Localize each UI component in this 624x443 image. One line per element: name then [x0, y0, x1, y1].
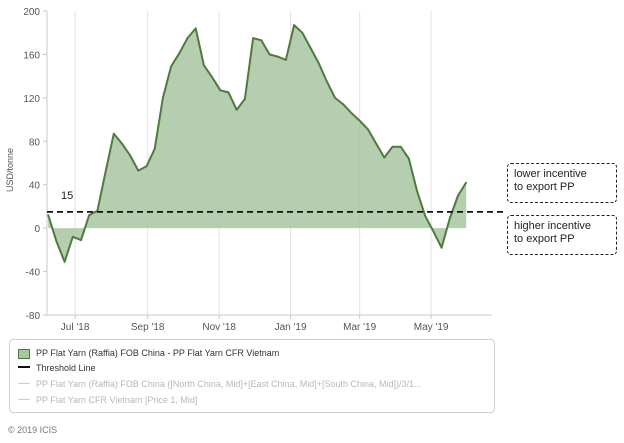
y-tick-label: 40: [29, 181, 41, 192]
legend-label: Threshold Line: [36, 363, 96, 373]
copyright: © 2019 ICIS: [8, 425, 58, 435]
chart-axes: [46, 11, 492, 316]
y-tick-label: -40: [26, 268, 41, 279]
callout-line: to export PP: [514, 181, 575, 193]
data-point: [113, 132, 115, 135]
data-point: [317, 62, 320, 64]
area-layer: [47, 24, 468, 263]
x-ticks: Jul '18 Sep '18 Nov '18 Jan '19 Mar '19 May '…: [61, 315, 449, 333]
y-tick-label: -80: [26, 311, 41, 322]
data-point: [449, 217, 451, 220]
x-tick-label: Sep '18: [131, 322, 165, 333]
x-tick-label: May '19: [414, 322, 449, 333]
callout-line: lower incentive: [514, 168, 587, 180]
data-point: [153, 148, 156, 150]
data-point: [170, 65, 172, 68]
legend-item-fob-china[interactable]: PP Flat Yarn (Raffia) FOB China ([North …: [18, 377, 488, 391]
data-point: [55, 240, 58, 242]
legend-label: PP Flat Yarn CFR Vietnam [Price 1, Mid]: [36, 395, 198, 405]
dashed-line-icon: [18, 366, 30, 369]
x-tick-label: Mar '19: [343, 322, 376, 333]
data-point: [457, 194, 459, 197]
data-point: [408, 157, 410, 160]
y-ticks: 200 160 120 80 40 0 -40 -80: [23, 7, 47, 322]
data-point: [301, 31, 304, 34]
data-point: [375, 142, 377, 145]
x-tick-label: Nov '18: [202, 322, 236, 333]
data-point: [350, 112, 353, 114]
legend: PP Flat Yarn (Raffia) FOB China - PP Fla…: [9, 339, 495, 413]
data-point: [432, 230, 435, 233]
callout-line: to export PP: [514, 233, 575, 245]
data-point: [276, 55, 279, 58]
data-point: [268, 53, 271, 56]
data-point: [235, 109, 238, 111]
data-point: [326, 80, 328, 83]
legend-item-spread[interactable]: PP Flat Yarn (Raffia) FOB China - PP Fla…: [18, 346, 488, 360]
y-tick-label: 80: [29, 137, 41, 148]
lower-incentive-callout: lower incentive to export PP: [507, 163, 617, 203]
legend-label: PP Flat Yarn (Raffia) FOB China ([North …: [36, 379, 422, 389]
data-point: [342, 103, 345, 106]
data-point: [203, 64, 205, 67]
callout-line: higher incentive: [514, 220, 592, 232]
data-point: [260, 39, 263, 42]
data-point: [80, 239, 82, 241]
data-point: [399, 145, 402, 148]
threshold-value-label: 15: [61, 190, 73, 202]
data-point: [178, 52, 181, 55]
data-point: [47, 214, 49, 216]
data-point: [137, 169, 140, 172]
data-point: [391, 145, 394, 148]
legend-item-cfr-vietnam[interactable]: PP Flat Yarn CFR Vietnam [Price 1, Mid]: [18, 393, 488, 407]
legend-label: PP Flat Yarn (Raffia) FOB China - PP Fla…: [36, 348, 280, 358]
data-point: [465, 181, 468, 184]
data-point: [424, 215, 427, 217]
y-tick-label: 160: [23, 50, 40, 61]
data-point: [63, 261, 66, 263]
data-point: [121, 142, 123, 145]
data-point: [334, 97, 336, 99]
data-point: [194, 27, 197, 30]
data-point: [145, 165, 148, 168]
data-point: [252, 37, 254, 39]
data-point: [162, 97, 164, 99]
x-tick-label: Jul '18: [61, 322, 90, 333]
data-point: [211, 76, 213, 78]
data-point: [416, 190, 418, 192]
y-axis-label: USD/tonne: [5, 148, 15, 192]
area-fill: [48, 25, 467, 262]
data-point: [72, 236, 74, 238]
line-swatch-icon: [18, 398, 30, 400]
y-tick-label: 0: [34, 224, 40, 235]
data-point: [104, 170, 107, 173]
data-point: [244, 98, 246, 100]
data-point: [88, 214, 90, 216]
data-point: [440, 246, 443, 249]
area-swatch-icon: [18, 348, 30, 359]
data-point: [383, 156, 386, 159]
data-point: [227, 91, 230, 94]
data-point: [285, 59, 287, 61]
data-point: [358, 119, 361, 122]
data-point: [309, 47, 312, 49]
data-point: [129, 154, 131, 157]
higher-incentive-callout: higher incentive to export PP: [507, 215, 617, 255]
legend-item-threshold[interactable]: Threshold Line: [18, 361, 488, 375]
line-swatch-icon: [18, 382, 30, 384]
x-tick-label: Jan '19: [275, 322, 307, 333]
y-tick-label: 200: [23, 7, 40, 18]
data-point: [293, 24, 295, 26]
data-point: [219, 89, 222, 92]
data-point: [367, 128, 369, 131]
series-line: [47, 24, 468, 263]
y-tick-label: 120: [23, 94, 40, 105]
data-point: [186, 37, 189, 39]
